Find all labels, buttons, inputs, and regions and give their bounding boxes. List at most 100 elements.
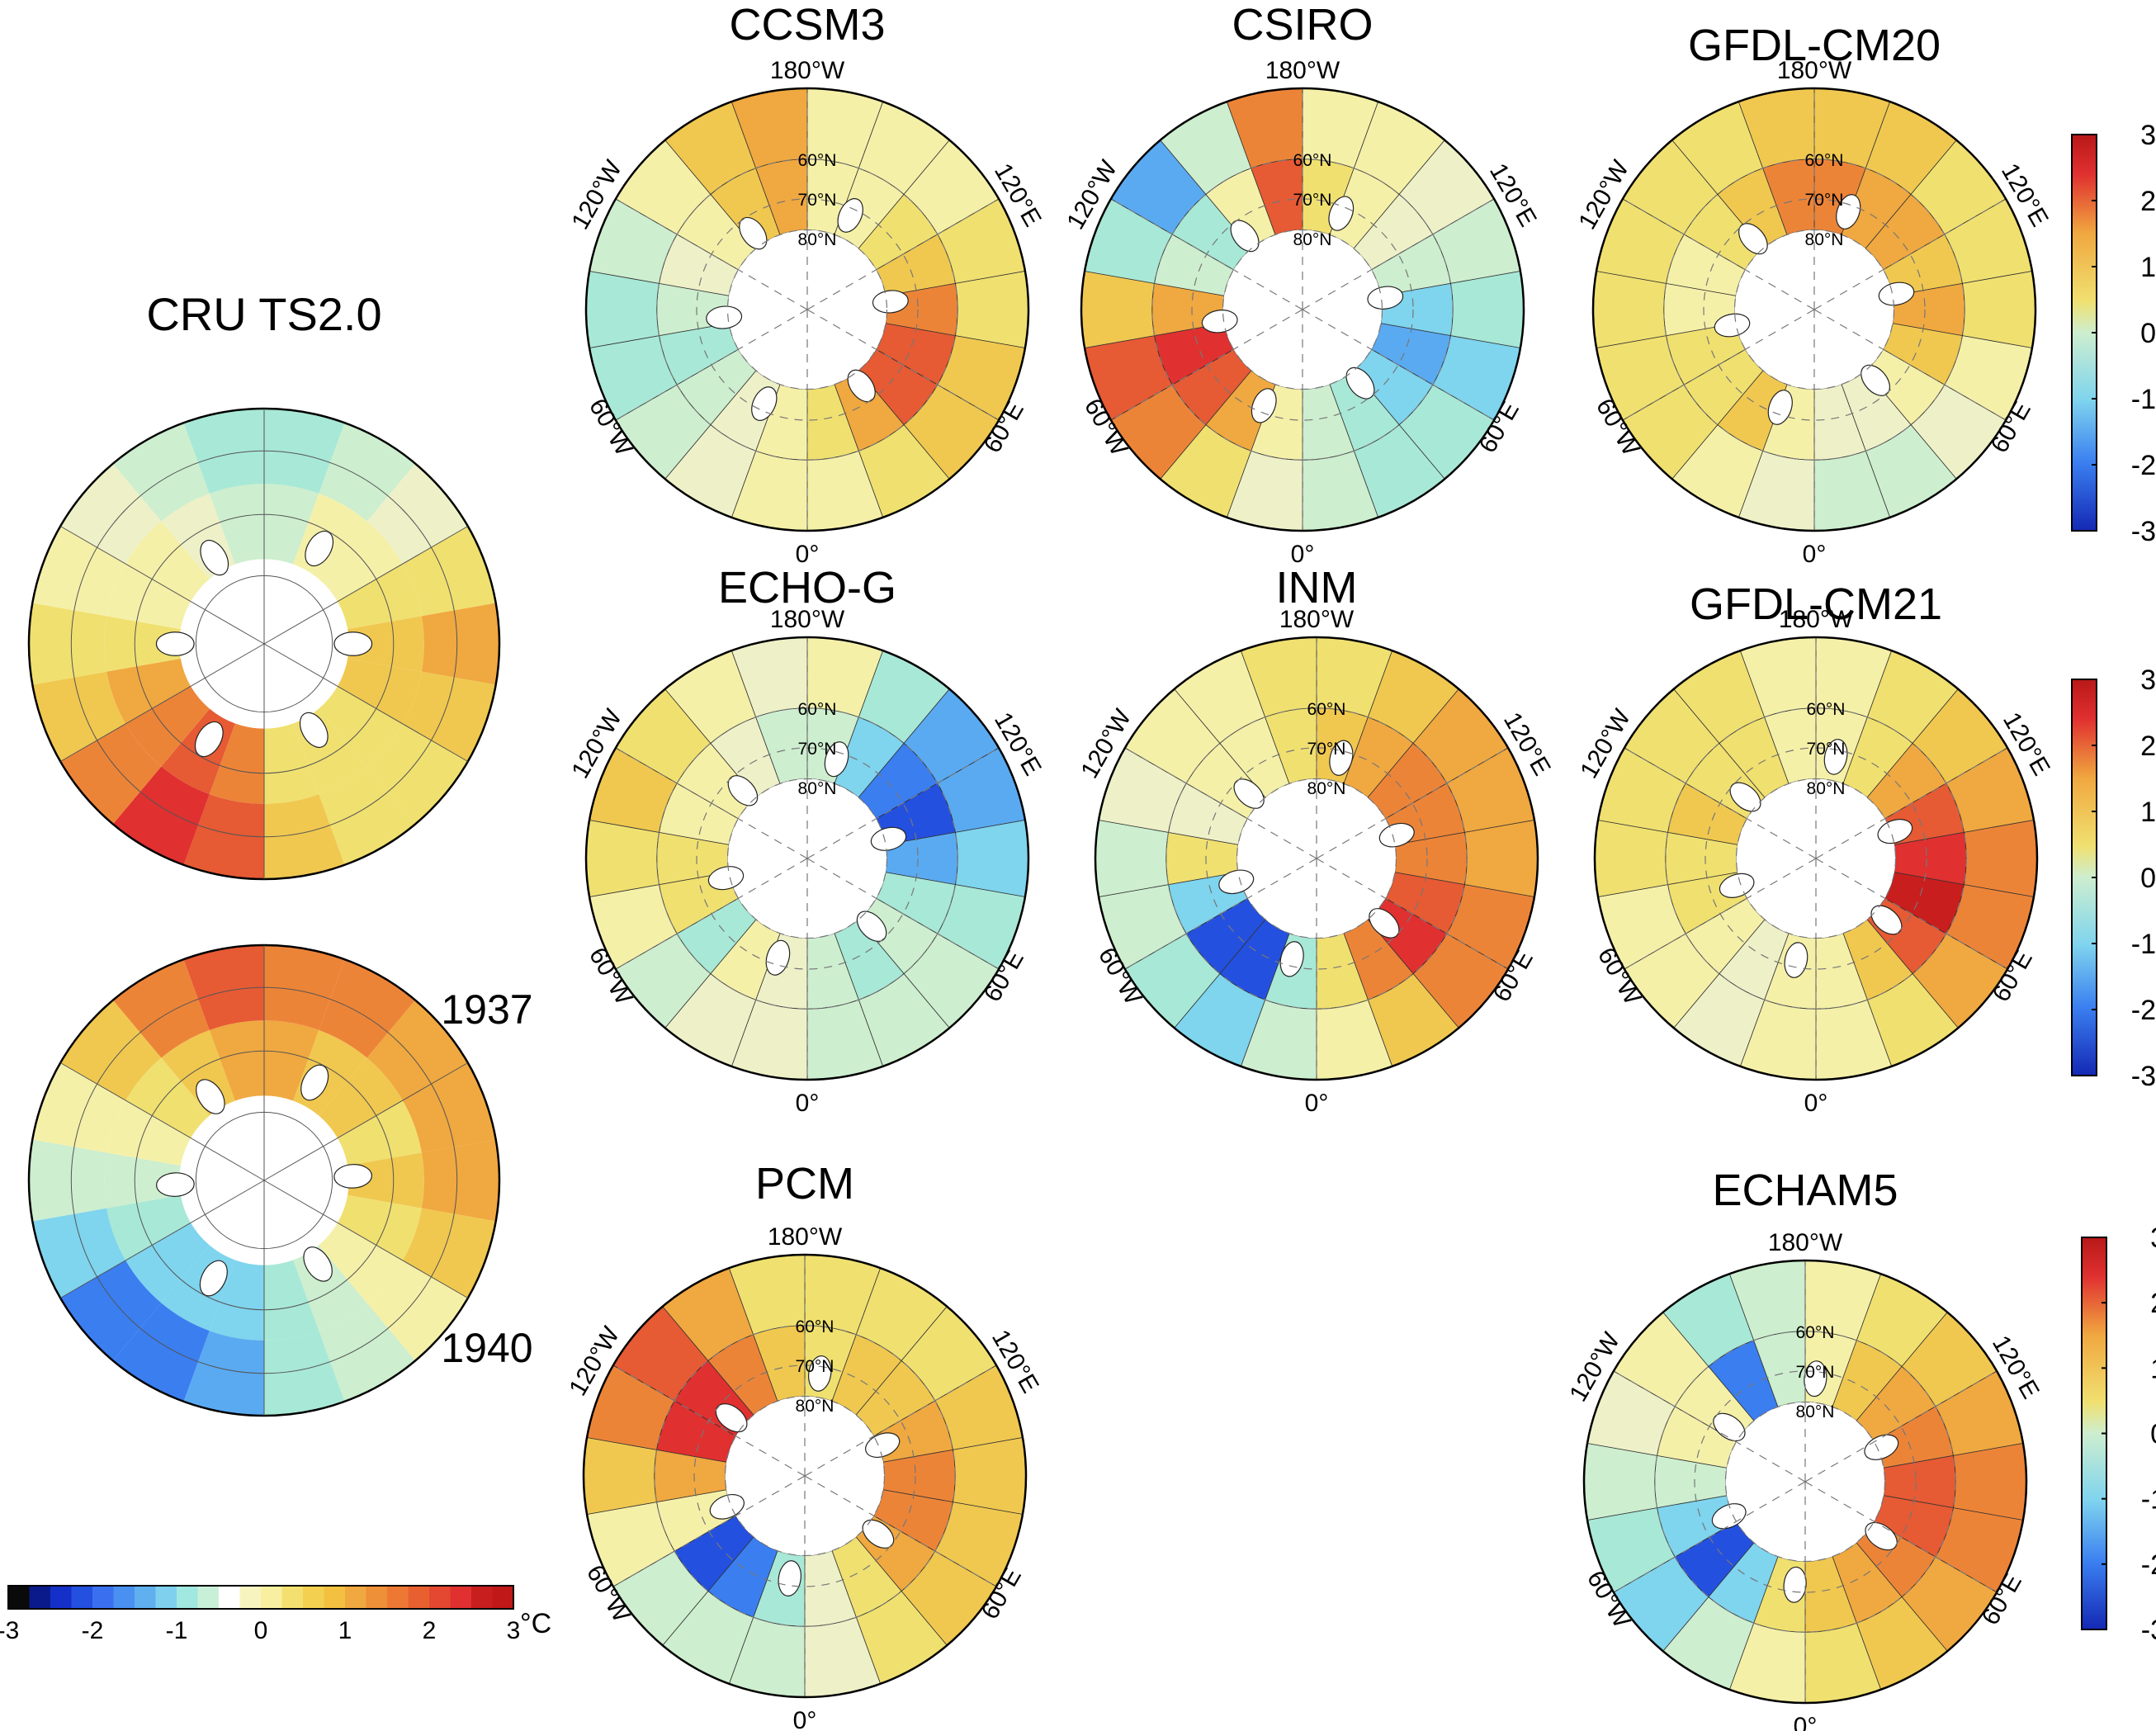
landmass [1836,194,1861,229]
landmass [1230,220,1260,253]
lat-label: 70°N [798,740,837,759]
map-cell [209,1020,264,1101]
colorbar-cell [429,1586,451,1609]
colorbar-cell [197,1586,220,1609]
map-boundary [1094,636,1539,1081]
colorbar-cell [387,1586,409,1609]
map-cell [112,959,210,1058]
colorbar-tick-label: 0 [2140,863,2156,894]
meridian-line [1613,1481,1806,1593]
landmass [1345,367,1375,400]
landmass [156,1172,195,1197]
map-panels: CRU TS2.01937194060°N70°N80°N180°W120°E6… [27,0,2055,1731]
landmass [862,1519,895,1549]
map-cell [125,1223,210,1303]
panel-title: PCM [755,1159,854,1208]
latitude-circle [1663,158,1965,461]
lon-label: 0° [1291,541,1315,568]
map-cell [421,1139,500,1222]
landmass [1233,778,1265,809]
colorbar-tick-label: -2 [2131,450,2156,481]
map-boundary [582,1253,1028,1699]
meridian-line [615,747,808,859]
meridian-line [806,309,1000,421]
landmass [837,198,863,233]
colorbar-cell [71,1586,93,1609]
colorbar-cell [450,1586,472,1609]
lat-label: 80°N [1293,230,1332,249]
map-cell [955,270,1029,349]
latitude-circle [1665,707,1967,1010]
map-cell [264,1331,345,1416]
lat-label: 70°N [1307,740,1346,759]
map-cell [104,1152,181,1208]
map-cell [402,1208,496,1298]
map-cell [337,658,422,724]
meridian-line [1110,198,1303,310]
lat-label: 80°N [1807,779,1846,798]
lon-label: 0° [796,541,820,568]
lon-label: 0° [1803,541,1827,568]
landmass [1804,1360,1827,1398]
lat-label: 70°N [1293,191,1332,210]
landmass [824,741,849,778]
latitude-circle [656,158,958,461]
map-cell [318,1223,403,1303]
landmass [1870,905,1903,935]
colorbar-tick-label: 2 [2140,186,2156,217]
latitude-circle [1151,158,1454,461]
lat-label: 60°N [1805,151,1844,170]
map-boundary [584,87,1030,532]
colorbar-tick-label: -1 [166,1617,188,1644]
map-panel-2: 1940 [27,944,533,1417]
landmass [196,1079,225,1114]
colorbar-tick-label: 0 [254,1617,268,1644]
colorbar-bottom: -3 -2 -1 0 1 2 3 °C [0,1585,551,1644]
colorbar-cell [366,1586,388,1609]
lat-label: 60°N [1807,700,1846,719]
map-cell [1095,819,1169,898]
meridian-line [1302,198,1495,310]
colorbar-tick-label: -2 [2131,995,2156,1026]
map-boundary [584,636,1030,1081]
colorbar-cell [50,1586,72,1609]
panel-title: CCSM3 [729,0,885,50]
map-cell [402,1062,496,1153]
map-cell [125,521,210,602]
map-cell [209,723,264,804]
lat-label: 70°N [1796,1363,1835,1382]
map-cell [348,1152,424,1208]
latitude-circle [656,707,958,1010]
colorbar-tick-label: 2 [2140,731,2156,762]
colorbar-cell [135,1586,156,1609]
meridian-line [612,1364,806,1477]
map-cell [264,794,345,879]
colorbar-cell [303,1586,324,1609]
lat-label: 60°N [1307,700,1346,719]
colorbar-tick-label: 0 [2150,1419,2156,1450]
colorbar-cell [324,1586,346,1609]
lon-label: 0° [796,1090,820,1117]
map-cell [29,1139,107,1222]
map-cell [104,616,181,672]
map-panel-10: 60°N70°N80°N180°W120°E60°E0°60°W120°WECH… [1564,1166,2044,1731]
meridian-line [1302,309,1495,421]
meridian-line [1622,309,1815,421]
map-cell [337,1194,422,1260]
panel-title: INM [1276,563,1358,612]
map-cell [264,945,345,1030]
colorbar-cell [281,1586,304,1609]
lon-label: 180°W [1779,606,1854,633]
landmass [1767,390,1793,425]
map-cell [183,794,264,879]
map-cell [583,1436,657,1516]
landmass [1279,941,1304,977]
lat-label: 70°N [1807,740,1846,759]
latitude-circle [654,1325,956,1627]
lat-label: 60°N [1293,151,1332,170]
colorbar-tick-label: 1 [338,1617,352,1644]
meridian-line [804,1475,997,1587]
lat-label: 80°N [1805,230,1844,249]
landmass [300,1064,329,1101]
map-cell [209,1260,264,1341]
